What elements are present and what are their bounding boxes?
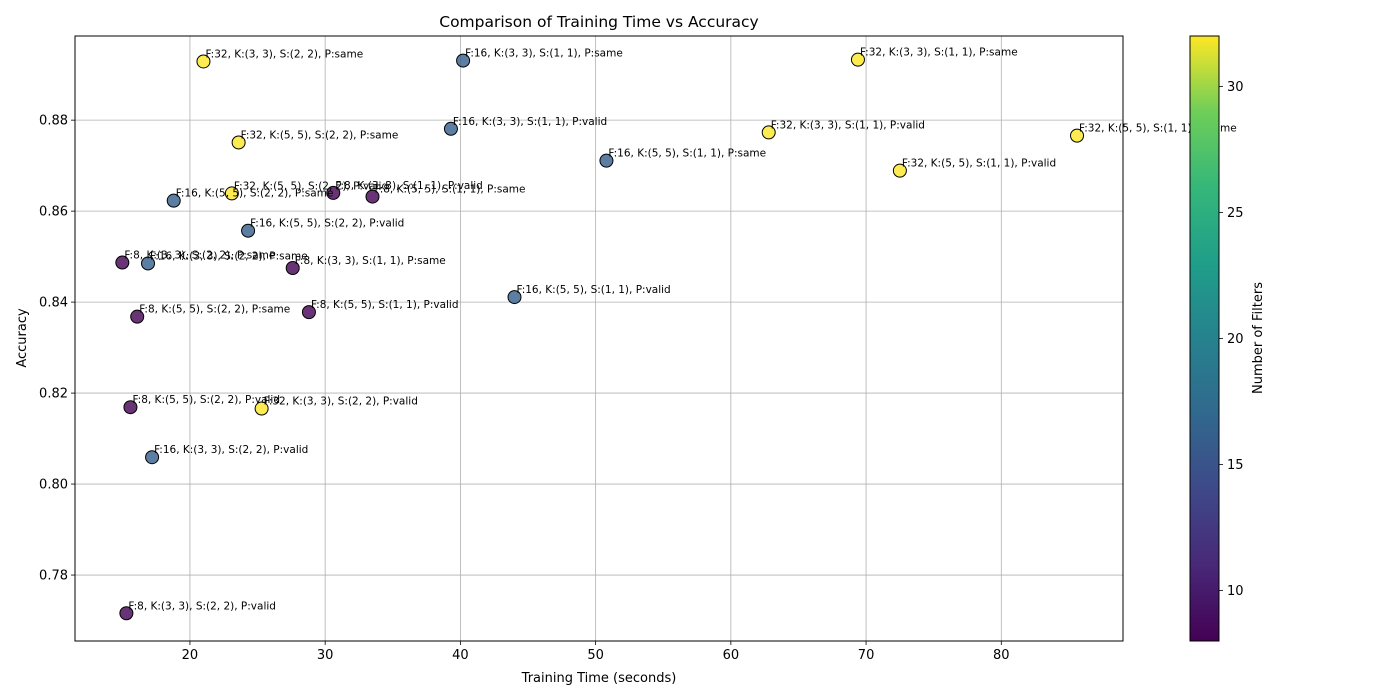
point-label: F:16, K:(3, 3), S:(1, 1), P:valid <box>453 116 607 128</box>
x-tick-label: 80 <box>993 648 1010 663</box>
point-label: F:8, K:(3, 3), S:(2, 2), P:same <box>124 250 275 262</box>
scatter-point <box>241 223 256 238</box>
y-tick-label: 0.84 <box>39 296 68 311</box>
scatter-point <box>123 400 138 415</box>
y-axis-label: Accuracy <box>15 308 30 368</box>
point-label: F:8, K:(3, 3), S:(1, 1), P:same <box>295 255 446 267</box>
scatter-point <box>166 193 181 208</box>
chart-title: Comparison of Training Time vs Accuracy <box>439 13 758 31</box>
y-tick-label: 0.86 <box>39 205 68 220</box>
plot-area <box>115 52 1085 621</box>
point-label: F:32, K:(3, 3), S:(2, 2), P:valid <box>264 396 418 408</box>
scatter-point <box>599 153 614 168</box>
point-label: F:32, K:(5, 5), S:(2, 2), P:valid <box>234 180 388 192</box>
point-label: F:8, K:(5, 5), S:(1, 1), P:valid <box>311 299 459 311</box>
point-label: F:16, K:(5, 5), S:(1, 1), P:valid <box>516 284 670 296</box>
colorbar-label: Number of Filters <box>1251 282 1266 394</box>
scatter-point <box>141 256 156 271</box>
scatter-point <box>892 163 907 178</box>
point-label: F:8, K:(3, 3), S:(2, 2), P:valid <box>128 600 276 612</box>
point-labels: F:32, K:(3, 3), S:(2, 2), P:same F:16, K:… <box>124 47 1236 613</box>
scatter-point <box>224 186 239 201</box>
x-axis-ticks: 20 30 40 50 60 70 80 <box>182 641 1010 663</box>
colorbar-ticks: 10 15 20 25 30 <box>1219 80 1244 599</box>
scatter-point <box>119 606 134 621</box>
colorbar-tick-label: 30 <box>1227 80 1244 95</box>
point-label: F:8, K:(5, 5), S:(1, 1), P:same <box>374 184 525 196</box>
scatter-point <box>145 450 160 465</box>
y-tick-label: 0.78 <box>39 569 68 584</box>
scatter-point <box>254 401 269 416</box>
scatter-point <box>231 135 246 150</box>
point-label: F:16, K:(5, 5), S:(1, 1), P:same <box>608 148 766 160</box>
y-tick-label: 0.80 <box>39 478 68 493</box>
grid-lines <box>75 36 1123 641</box>
x-tick-label: 70 <box>858 648 875 663</box>
point-label: F:16, K:(3, 3), S:(2, 2), P:same <box>150 250 308 262</box>
scatter-point <box>365 189 380 204</box>
point-label: F:8, K:(3, 3), S:(1, 1), P:valid <box>335 180 483 192</box>
y-tick-label: 0.88 <box>39 114 68 129</box>
scatter-point <box>301 305 316 320</box>
scatter-point <box>850 52 865 67</box>
scatter-point <box>443 121 458 136</box>
x-axis-label: Training Time (seconds) <box>521 671 677 686</box>
point-label: F:32, K:(3, 3), S:(1, 1), P:same <box>860 47 1018 59</box>
colorbar-tick-label: 25 <box>1227 206 1244 221</box>
scatter-point <box>326 185 341 200</box>
plot-frame <box>74 35 1124 642</box>
x-tick-label: 20 <box>182 648 199 663</box>
point-label: F:32, K:(5, 5), S:(2, 2), P:same <box>241 129 399 141</box>
point-label: F:32, K:(3, 3), S:(2, 2), P:same <box>205 48 363 60</box>
point-label: F:8, K:(5, 5), S:(2, 2), P:same <box>139 304 290 316</box>
y-axis-ticks: 0.78 0.80 0.82 0.84 0.86 0.88 <box>39 114 75 584</box>
x-tick-label: 50 <box>587 648 604 663</box>
scatter-point <box>507 290 522 305</box>
scatter-point <box>456 53 471 68</box>
scatter-point <box>285 260 300 275</box>
point-label: F:8, K:(5, 5), S:(2, 2), P:valid <box>132 394 280 406</box>
colorbar-tick-label: 10 <box>1227 584 1244 599</box>
scatter-point <box>130 309 145 324</box>
scatter-point <box>196 54 211 69</box>
scatter-point <box>1070 128 1085 143</box>
point-label: F:16, K:(5, 5), S:(2, 2), P:valid <box>250 218 404 230</box>
point-label: F:16, K:(5, 5), S:(2, 2), P:same <box>176 188 334 200</box>
x-tick-label: 60 <box>723 648 740 663</box>
point-label: F:32, K:(5, 5), S:(1, 1), P:valid <box>902 158 1056 170</box>
colorbar-tick-label: 15 <box>1227 458 1244 473</box>
point-label: F:32, K:(3, 3), S:(1, 1), P:valid <box>771 119 925 131</box>
point-label: F:16, K:(3, 3), S:(1, 1), P:same <box>465 48 623 60</box>
point-label: F:16, K:(3, 3), S:(2, 2), P:valid <box>154 444 308 456</box>
x-tick-label: 30 <box>317 648 334 663</box>
scatter-point <box>761 125 776 140</box>
x-tick-label: 40 <box>452 648 469 663</box>
scatter-point <box>115 255 130 270</box>
y-tick-label: 0.82 <box>39 387 68 402</box>
colorbar <box>1190 36 1219 641</box>
colorbar-tick-label: 20 <box>1227 332 1244 347</box>
